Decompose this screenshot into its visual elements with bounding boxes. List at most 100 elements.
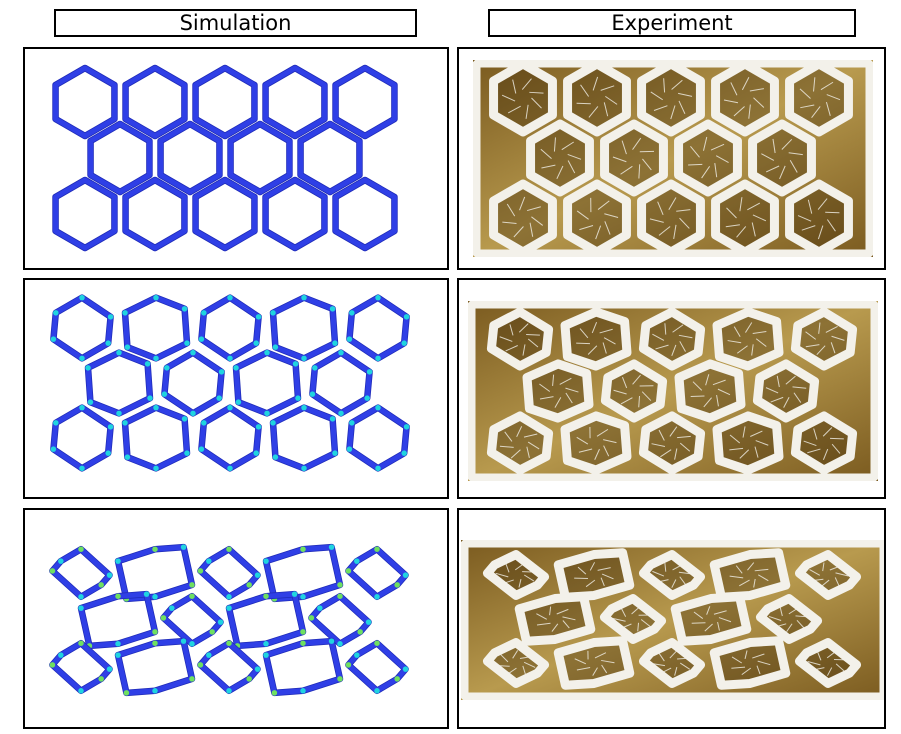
fiber-strand [670,105,676,120]
stress-hinge [312,365,318,371]
fiber-strand [653,105,668,111]
fiber-strand [603,337,616,345]
fiber-strand [752,214,767,222]
fiber-strand [514,562,525,571]
stress-hinge [401,340,407,346]
hex-cell [53,177,117,251]
fiber-strand [553,137,556,152]
stress-hinge [271,690,278,696]
fiber-strand [706,606,711,615]
fiber-strand [613,389,627,395]
stress-hinge [226,605,232,611]
printed-cell [522,359,594,423]
lattice-outer-frame [468,301,878,481]
stress-hinge [160,615,167,621]
stress-hinge [272,454,279,460]
fiber-strand [831,335,845,341]
stress-hinge [394,582,400,588]
fiber-strand [768,615,782,621]
fiber-strand [739,449,750,459]
fiber-strand [676,209,691,212]
stress-hinge [402,666,409,672]
fiber-strand [595,225,602,240]
printed-cell [637,60,705,137]
stress-hinge [152,629,158,635]
fiber-strand [745,322,753,333]
printed-cell [638,638,706,688]
fiber-strand [579,328,589,339]
fiber-strand [705,374,710,386]
fiber-strand [765,165,780,173]
fiber-strand [754,446,759,458]
stress-hinge [216,395,222,401]
fiber-strand [580,84,590,97]
fiber-strand [505,563,510,573]
fiber-strand [820,81,834,91]
fiber-strand [673,224,677,239]
hex-cell-outline [114,543,196,603]
printed-cell [553,548,635,602]
fiber-strand [592,76,599,91]
fiber-strand [803,440,817,447]
fiber-strand [788,152,803,156]
stress-hinge [190,410,196,417]
fiber-strand [805,344,820,348]
fiber-strand [642,158,652,171]
printed-cell [709,636,791,690]
hex-cell [123,177,187,251]
hex-cell [270,295,338,361]
fiber-strand [669,650,678,659]
experiment-header: Experiment [488,9,856,37]
fiber-strand [822,448,829,460]
fiber-strand [679,576,686,585]
printed-cell [560,307,632,371]
stress-hinge [115,558,121,564]
stress-hinge [375,404,381,411]
printed-cell [709,548,791,602]
fiber-strand [603,439,617,444]
stress-hinge [217,619,224,625]
fiber-strand [671,79,683,90]
fiber-strand [781,138,793,150]
fiber-strand [632,374,641,385]
fiber-strand [825,211,840,214]
fiber-strand [731,666,746,669]
fiber-strand [527,338,539,348]
fiber-strand [671,344,677,356]
stress-hinge [198,336,205,342]
fiber-strand [829,565,842,571]
stress-hinge [197,568,204,574]
fiber-strand [513,226,524,238]
stress-hinge [375,355,381,362]
fiber-strand [587,345,598,355]
fiber-strand [818,322,821,334]
fiber-strand [526,446,530,459]
hex-cell [197,546,261,600]
fiber-strand [807,199,813,214]
fiber-strand [585,579,596,588]
fiber-strand [671,579,677,588]
stress-hinge [366,369,373,375]
experiment-panel-partial [457,278,886,499]
stress-hinge [346,336,353,342]
stress-hinge [263,641,269,647]
fiber-strand [531,97,542,109]
fiber-strand [797,215,812,222]
fiber-strand [713,610,727,615]
fiber-strand [742,426,746,438]
fiber-strand [826,94,841,101]
stress-hinge [226,594,232,600]
fiber-strand [576,210,589,220]
stress-hinge [164,365,170,371]
fiber-strand [509,324,514,336]
fiber-strand [834,577,840,586]
stress-hinge [189,676,195,682]
printed-cell [482,638,550,688]
hex-cell-outline [197,639,261,695]
stress-hinge [354,558,360,564]
stress-hinge [332,450,338,456]
fiber-strand [727,340,742,344]
stress-hinge [328,638,335,644]
stress-hinge [189,582,195,588]
fiber-strand [750,430,763,437]
